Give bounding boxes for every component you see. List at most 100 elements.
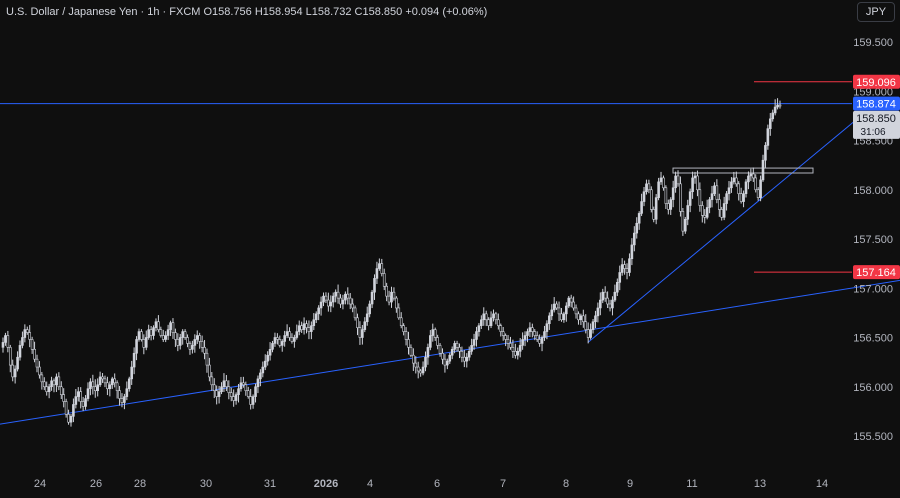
candle bbox=[582, 309, 585, 328]
candle-body bbox=[402, 325, 405, 332]
candle bbox=[766, 124, 770, 150]
candle bbox=[237, 383, 240, 403]
candle-body bbox=[443, 358, 447, 366]
candle-body bbox=[307, 327, 311, 332]
candle bbox=[611, 296, 614, 316]
candle bbox=[433, 327, 437, 341]
price-tag-last-bg bbox=[853, 110, 900, 139]
x-tick-label: 13 bbox=[754, 478, 766, 490]
candle bbox=[501, 327, 505, 341]
candle bbox=[548, 312, 551, 330]
candle bbox=[652, 206, 656, 223]
candle-body bbox=[191, 345, 194, 350]
candle-body bbox=[222, 380, 226, 388]
candle-body bbox=[599, 299, 602, 309]
candle-body bbox=[463, 356, 466, 362]
candle bbox=[103, 375, 107, 388]
candle-body bbox=[106, 382, 109, 390]
candle bbox=[334, 289, 337, 303]
candle bbox=[42, 377, 46, 391]
candle bbox=[346, 287, 350, 305]
price-axis[interactable]: 155.500 156.000 156.500 157.000 157.500 158.0… bbox=[853, 37, 893, 443]
candle bbox=[608, 299, 612, 312]
candle-body bbox=[210, 376, 214, 386]
candle-body bbox=[778, 104, 782, 107]
currency-button[interactable]: JPY bbox=[857, 2, 895, 22]
candle-body bbox=[601, 291, 605, 301]
candle bbox=[412, 348, 415, 371]
candle-body bbox=[98, 376, 102, 386]
candle-body bbox=[1, 342, 5, 348]
candle bbox=[130, 360, 133, 385]
candle bbox=[747, 171, 750, 190]
candle bbox=[429, 330, 432, 351]
candle bbox=[86, 382, 90, 402]
candle bbox=[8, 344, 12, 373]
candle-body bbox=[108, 384, 112, 390]
candle bbox=[730, 177, 733, 193]
candle bbox=[674, 171, 677, 193]
candle-body bbox=[497, 319, 500, 326]
candle bbox=[327, 292, 330, 312]
candle bbox=[380, 258, 384, 277]
candle-body bbox=[620, 264, 624, 273]
candle bbox=[431, 323, 435, 342]
candle bbox=[742, 190, 745, 208]
candle bbox=[705, 199, 709, 220]
candle-body bbox=[506, 339, 510, 344]
candle bbox=[630, 238, 634, 266]
candle bbox=[93, 379, 97, 398]
candle bbox=[764, 142, 767, 168]
candle bbox=[552, 297, 556, 313]
candle bbox=[601, 288, 605, 304]
candle bbox=[13, 365, 17, 384]
candle bbox=[276, 333, 279, 345]
candle bbox=[511, 339, 515, 358]
candle-body bbox=[399, 317, 403, 326]
y-tick-label: 155.500 bbox=[853, 431, 893, 443]
candle-body bbox=[47, 386, 51, 392]
candle-body bbox=[676, 175, 680, 185]
y-tick-label: 158.000 bbox=[853, 185, 893, 197]
candle bbox=[263, 354, 267, 371]
candle bbox=[251, 394, 255, 409]
candle bbox=[225, 375, 228, 392]
candle bbox=[540, 335, 544, 352]
candle bbox=[669, 197, 673, 215]
candle-body bbox=[426, 347, 430, 358]
candle bbox=[637, 211, 641, 230]
consolidation-box bbox=[672, 167, 814, 174]
candle bbox=[739, 187, 743, 204]
candle bbox=[25, 326, 29, 335]
candle-body bbox=[431, 329, 435, 336]
candle-body bbox=[618, 272, 622, 283]
candle-body bbox=[21, 337, 24, 346]
x-tick-label: 24 bbox=[34, 478, 46, 490]
x-tick-label: 6 bbox=[434, 478, 440, 490]
time-axis[interactable]: 24 26 28 30 31 2026 4 6 7 8 9 11 13 14 bbox=[34, 478, 828, 490]
candle-body bbox=[667, 203, 670, 210]
candle bbox=[567, 296, 571, 309]
candle bbox=[208, 357, 211, 382]
candle bbox=[132, 347, 136, 375]
candle bbox=[382, 268, 386, 291]
candle-body bbox=[703, 215, 707, 218]
candle bbox=[89, 378, 92, 396]
candle bbox=[562, 311, 566, 323]
candle-body bbox=[647, 183, 651, 191]
candle bbox=[154, 318, 158, 332]
candle-body bbox=[414, 362, 418, 368]
candle-body bbox=[518, 345, 522, 352]
candle bbox=[361, 324, 364, 345]
candle bbox=[734, 171, 738, 187]
candle bbox=[344, 291, 347, 305]
candle-body bbox=[283, 335, 286, 342]
candle-body bbox=[523, 335, 527, 340]
candle-body bbox=[33, 349, 36, 360]
candle bbox=[688, 188, 692, 213]
candle bbox=[526, 328, 529, 343]
candle-body bbox=[246, 390, 250, 397]
candle-body bbox=[516, 350, 520, 356]
